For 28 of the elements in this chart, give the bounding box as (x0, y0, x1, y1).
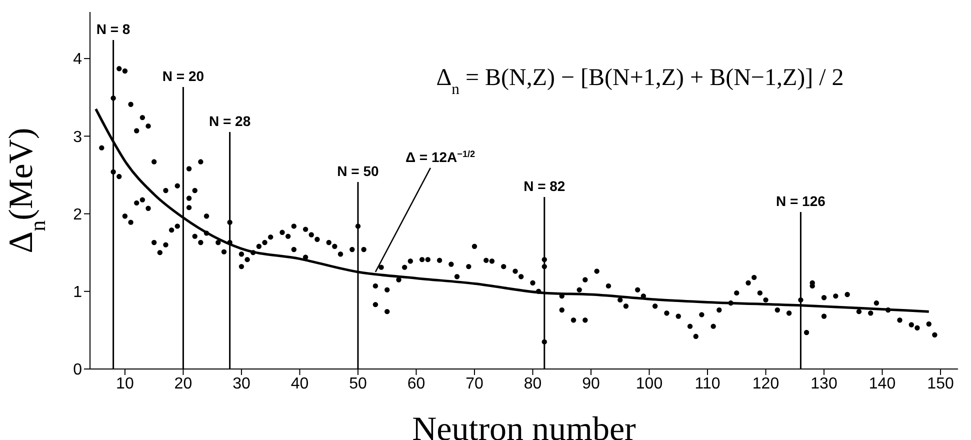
ref-line-label: N = 126 (776, 193, 826, 209)
x-tick-label: 100 (636, 375, 663, 392)
y-tick-label: 2 (73, 206, 82, 224)
x-tick-label: 70 (466, 375, 484, 392)
ref-line-label: N = 28 (208, 113, 251, 129)
x-tick-label: 110 (694, 375, 720, 392)
x-tick-label: 80 (524, 375, 542, 392)
y-tick-label: 0 (73, 362, 82, 379)
x-tick-label: 30 (232, 375, 250, 392)
x-tick-label: 40 (290, 375, 309, 392)
ref-line-label: N = 8 (96, 21, 130, 37)
annotation: Δ = 12A$^{−1/2}$ (405, 148, 476, 165)
annotation: Δ$_{n}$ = B(N,Z) − [B(N+1,Z) + B(N−1,Z)] / 2 (436, 65, 844, 98)
x-tick-label: 50 (349, 375, 367, 392)
x-tick-label: 20 (174, 375, 192, 392)
x-tick-label: 130 (810, 375, 838, 392)
x-tick-label: 90 (582, 375, 600, 392)
y-tick-label: 4 (73, 51, 82, 68)
ref-line-label: N = 50 (337, 163, 380, 179)
x-tick-label: 60 (407, 375, 426, 392)
y-tick-label: 1 (73, 284, 82, 302)
ref-line-label: N = 20 (162, 68, 204, 84)
x-tick-label: 120 (752, 375, 780, 392)
ref-line-label: N = 82 (524, 178, 566, 194)
x-tick-label: 140 (868, 375, 896, 392)
x-tick-label: 150 (927, 375, 954, 392)
x-tick-label: 10 (116, 375, 134, 392)
y-tick-label: 3 (73, 128, 82, 146)
